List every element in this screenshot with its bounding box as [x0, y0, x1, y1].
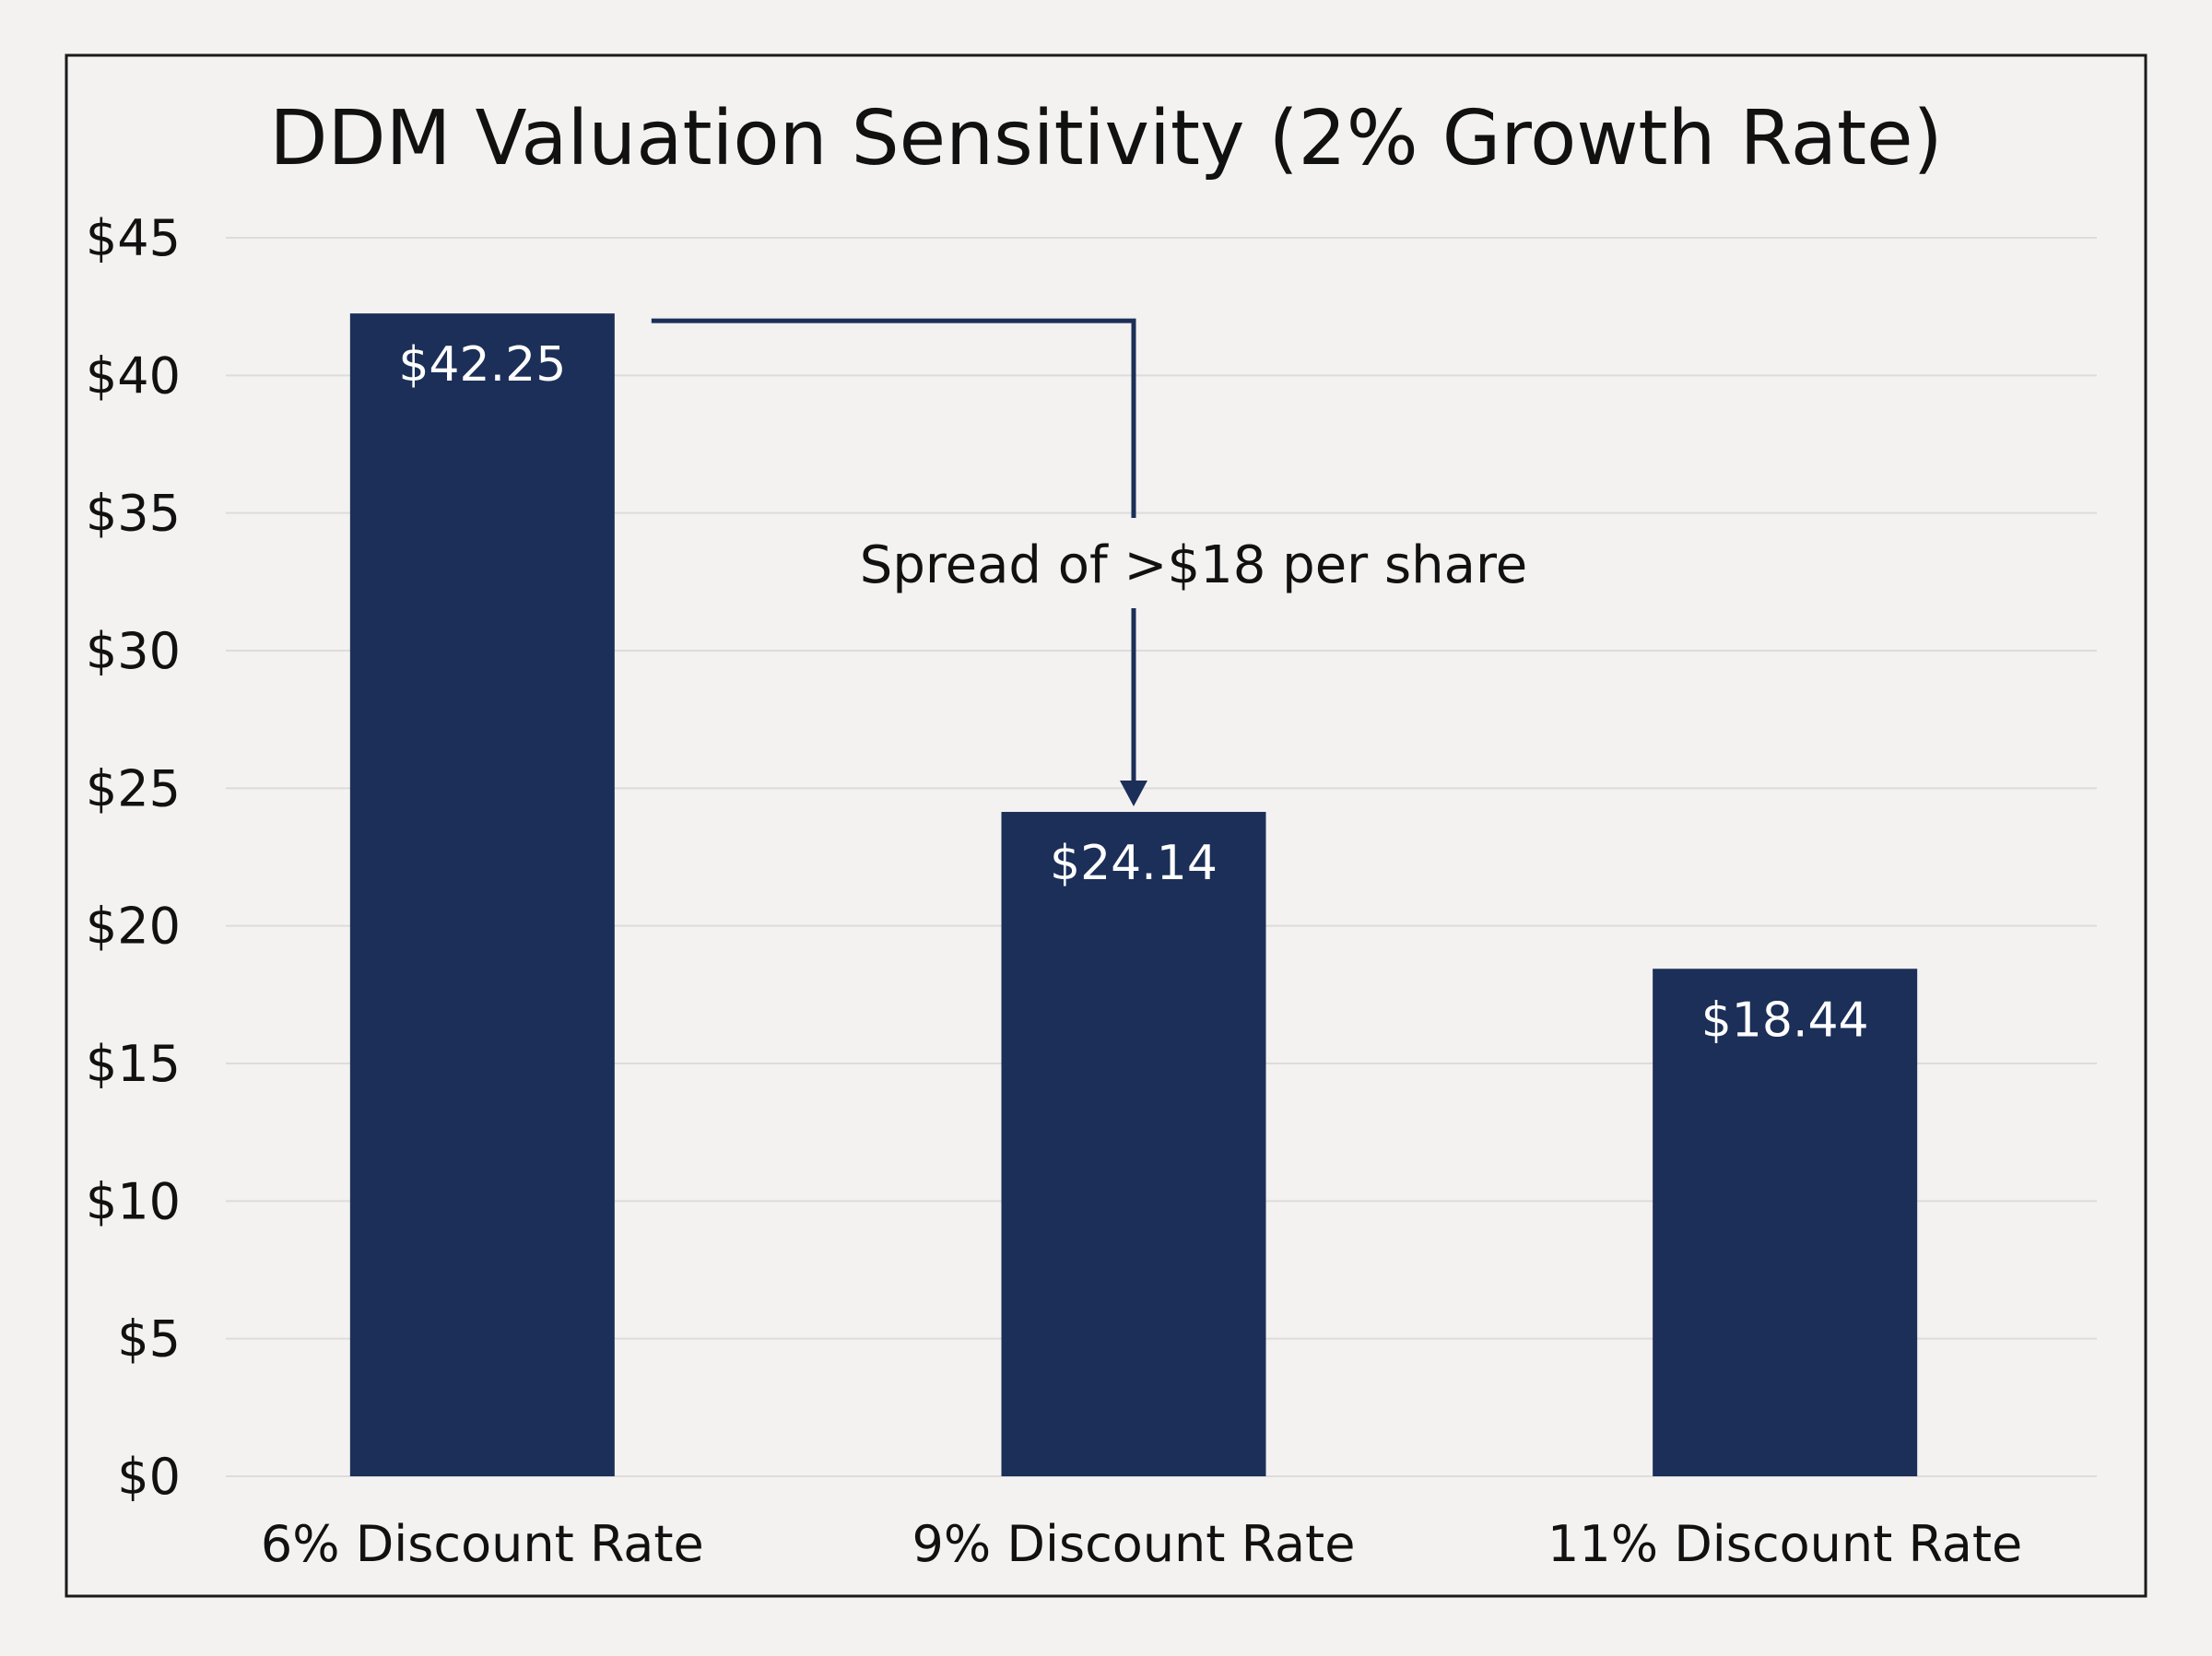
bars: $42.25 $24.14 $18.44 [349, 313, 1918, 1477]
y-tick-label: $15 [86, 1035, 181, 1093]
bar [1001, 812, 1266, 1476]
x-axis-categories: 6% Discount Rate 9% Discount Rate 11% Disc… [261, 1515, 2022, 1573]
y-tick-label: $20 [86, 898, 181, 956]
bar-value-label: $18.44 [1701, 992, 1869, 1048]
y-tick-label: $40 [86, 346, 181, 405]
annotation-arrow-upper [651, 318, 1136, 518]
y-tick-label: $0 [117, 1448, 181, 1506]
bar-value-label: $42.25 [398, 337, 566, 393]
bar [1653, 969, 1918, 1476]
y-tick-label: $45 [86, 209, 181, 267]
y-axis-ticks: $0 $5 $10 $15 $20 $25 $30 $35 $40 $45 [86, 209, 181, 1506]
arrowhead-icon [1120, 781, 1147, 807]
bar-value-label: $24.14 [1050, 836, 1218, 891]
y-tick-label: $5 [117, 1310, 181, 1368]
x-category-label: 9% Discount Rate [912, 1515, 1356, 1573]
spread-annotation: Spread of >$18 per share [651, 318, 1527, 807]
chart-frame [65, 53, 2147, 1598]
x-category-label: 11% Discount Rate [1547, 1515, 2022, 1573]
x-category-label: 6% Discount Rate [261, 1515, 704, 1573]
annotation-label: Spread of >$18 per share [860, 535, 1527, 595]
y-tick-label: $35 [86, 485, 181, 543]
y-tick-label: $30 [86, 622, 181, 680]
chart-title: DDM Valuation Sensitivity (2% Growth Rat… [269, 95, 1942, 182]
bar [349, 313, 615, 1477]
y-tick-label: $25 [86, 759, 181, 817]
y-tick-label: $10 [86, 1172, 181, 1230]
